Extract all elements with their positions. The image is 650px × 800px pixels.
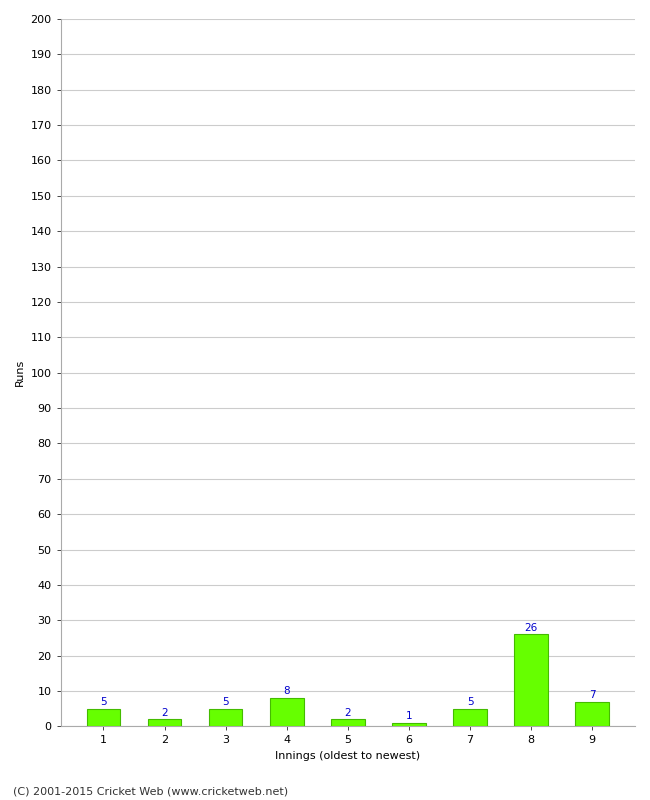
Bar	[148, 719, 181, 726]
Text: 2: 2	[344, 707, 351, 718]
Y-axis label: Runs: Runs	[15, 359, 25, 386]
X-axis label: Innings (oldest to newest): Innings (oldest to newest)	[276, 751, 421, 761]
Text: (C) 2001-2015 Cricket Web (www.cricketweb.net): (C) 2001-2015 Cricket Web (www.cricketwe…	[13, 786, 288, 796]
Bar	[331, 719, 365, 726]
Text: 1: 1	[406, 711, 412, 721]
Bar	[453, 709, 487, 726]
Text: 5: 5	[100, 697, 107, 707]
Bar	[270, 698, 304, 726]
Text: 26: 26	[525, 622, 538, 633]
Text: 7: 7	[589, 690, 595, 700]
Text: 2: 2	[161, 707, 168, 718]
Text: 8: 8	[283, 686, 290, 696]
Bar	[514, 634, 548, 726]
Text: 5: 5	[222, 697, 229, 707]
Bar	[575, 702, 609, 726]
Bar	[209, 709, 242, 726]
Bar	[392, 723, 426, 726]
Text: 5: 5	[467, 697, 473, 707]
Bar	[86, 709, 120, 726]
